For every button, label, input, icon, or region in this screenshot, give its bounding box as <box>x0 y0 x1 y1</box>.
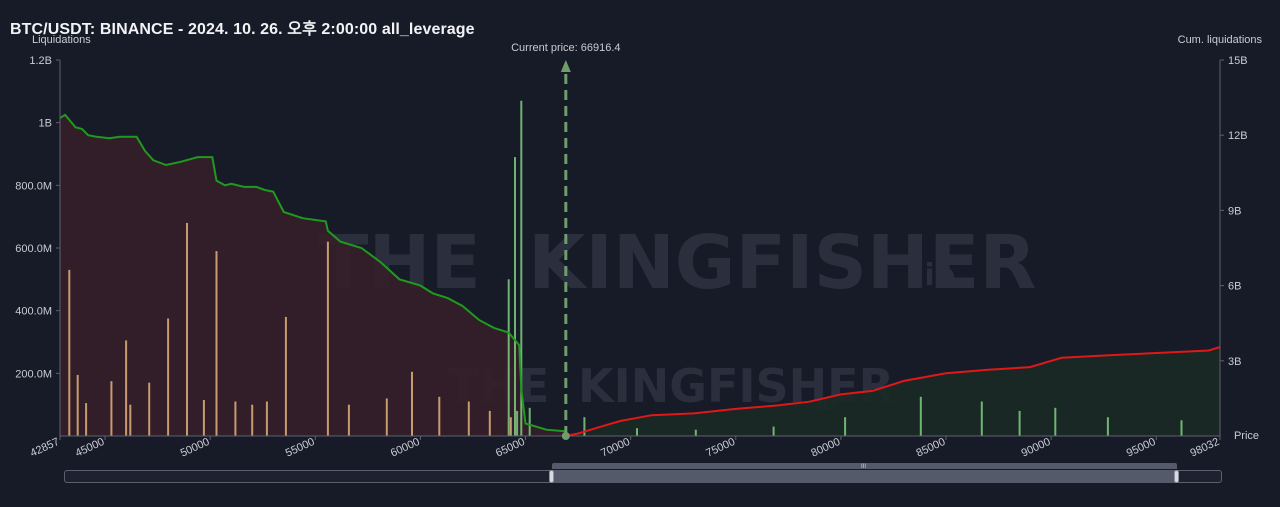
y-tick-label-5: 1.2B <box>29 55 52 67</box>
short-bar-17 <box>385 398 388 436</box>
long-bar-10 <box>919 396 922 436</box>
long-bar-11 <box>980 401 983 436</box>
short-bar-18 <box>411 371 413 436</box>
x-tick-label-12: 98032 <box>1188 436 1221 460</box>
x-tick-label-6: 70000 <box>599 436 632 460</box>
short-bar-19 <box>438 396 441 436</box>
x-tick-label-4: 60000 <box>389 436 422 460</box>
short-bar-10 <box>215 251 218 436</box>
current-price-dot <box>561 432 570 440</box>
short-bar-15 <box>326 241 329 436</box>
y-axis-title: Liquidations <box>32 34 91 46</box>
short-bar-12 <box>251 404 254 436</box>
short-bar-7 <box>167 318 170 436</box>
y-tick-label-4: 1B <box>39 118 52 130</box>
long-bar-1 <box>520 100 523 436</box>
chart-title: BTC/USDT: BINANCE - 2024. 10. 26. 오후 2:0… <box>10 21 475 38</box>
short-bar-4 <box>125 340 128 436</box>
long-bar-13 <box>1054 407 1057 436</box>
scrollbar-thumb-top[interactable] <box>552 463 1177 469</box>
x-axis-title: Price <box>1234 430 1259 442</box>
long-bar-6 <box>636 428 638 436</box>
y-tick-label-0: 200.0M <box>15 368 52 380</box>
current-price-label: Current price: 66916.4 <box>511 42 620 54</box>
long-bar-15 <box>1180 420 1183 436</box>
x-tick-label-1: 45000 <box>74 436 107 460</box>
bar-series <box>68 100 1183 436</box>
short-bar-20 <box>467 401 470 436</box>
watermark-text-large-2: KINGFISHER <box>528 220 1036 306</box>
scrollbar-thumb[interactable] <box>552 470 1177 483</box>
scrollbar-left-handle[interactable] <box>549 470 554 483</box>
annotations: Current price: 66916.4 <box>511 42 621 440</box>
x-tick-label-7: 75000 <box>704 436 737 460</box>
current-price-arrow-icon <box>560 60 571 72</box>
short-bar-2 <box>85 403 88 436</box>
x-tick-label-0: 42857 <box>28 436 61 460</box>
x-tick-label-11: 95000 <box>1125 436 1158 460</box>
x-tick-label-10: 90000 <box>1020 436 1053 460</box>
scrollbar-right-handle[interactable] <box>1174 470 1179 483</box>
x-tick-label-3: 55000 <box>284 436 317 460</box>
scrollbar-grip-icon[interactable]: III <box>861 464 867 470</box>
short-bar-8 <box>186 222 188 436</box>
y2-axis-title: Cum. liquidations <box>1178 34 1263 46</box>
long-bar-0 <box>514 157 516 436</box>
short-cumulative-area <box>60 114 566 437</box>
long-bar-14 <box>1106 417 1109 436</box>
short-bar-11 <box>234 401 237 436</box>
long-bar-5 <box>583 417 586 436</box>
x-tick-label-2: 50000 <box>179 436 212 460</box>
long-bar-2 <box>507 279 510 436</box>
short-bar-9 <box>202 400 205 436</box>
short-cumulative-line <box>59 113 566 433</box>
line-series <box>59 113 1221 437</box>
long-bar-4 <box>528 407 531 436</box>
y2-tick-label-1: 6B <box>1228 281 1241 293</box>
x-tick-label-9: 85000 <box>914 436 947 460</box>
y2-tick-label-2: 9B <box>1228 205 1241 217</box>
long-bar-8 <box>772 426 775 436</box>
y-tick-label-3: 800.0M <box>15 180 52 192</box>
short-bar-22 <box>509 417 512 436</box>
y2-tick-label-0: 3B <box>1228 356 1241 368</box>
y-tick-label-1: 400.0M <box>15 306 52 318</box>
watermark-io-large: .io <box>913 258 955 293</box>
short-bar-16 <box>347 404 350 436</box>
short-bar-3 <box>110 381 113 436</box>
x-tick-label-5: 65000 <box>494 436 527 460</box>
long-bar-12 <box>1018 410 1021 436</box>
y-tick-label-2: 600.0M <box>15 243 52 255</box>
short-bar-0 <box>68 269 71 436</box>
long-bar-9 <box>844 417 847 436</box>
y2-tick-label-3: 12B <box>1228 130 1248 142</box>
short-bar-5 <box>129 404 132 436</box>
short-bar-21 <box>488 410 491 436</box>
long-cumulative-line <box>565 346 1221 437</box>
short-bar-13 <box>265 401 268 436</box>
x-tick-label-8: 80000 <box>809 436 842 460</box>
long-bar-3 <box>516 410 519 436</box>
y2-tick-label-4: 15B <box>1228 55 1248 67</box>
short-bar-14 <box>284 316 287 436</box>
short-bar-1 <box>76 374 79 436</box>
short-bar-6 <box>148 382 151 436</box>
long-cumulative-area <box>565 347 1220 436</box>
long-bar-7 <box>694 429 697 436</box>
